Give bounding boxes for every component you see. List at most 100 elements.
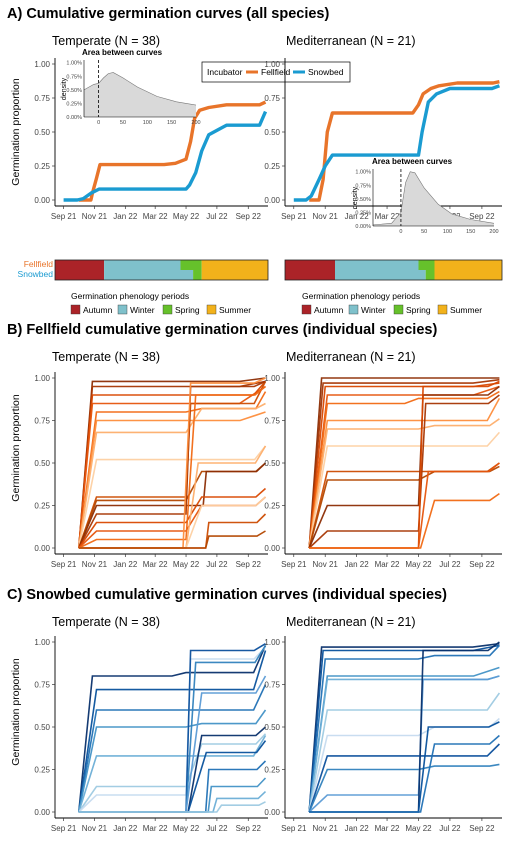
y-tick-label: 0.75 xyxy=(34,681,50,690)
series-line-fellfield xyxy=(78,100,267,202)
phenology-segment xyxy=(201,260,268,270)
x-tick-label: Jul 22 xyxy=(439,560,461,569)
legend-snowbed-label: Snowbed xyxy=(308,67,344,77)
species-line xyxy=(308,418,500,549)
inset-y-tick-label: 1.00% xyxy=(355,170,371,176)
x-tick-label: Sep 21 xyxy=(281,560,307,569)
series-line-fellfield xyxy=(309,80,500,202)
x-tick-label: Nov 21 xyxy=(313,212,339,221)
inset-y-tick-label: 0.75% xyxy=(66,74,82,80)
species-line xyxy=(308,385,500,549)
panel-a-facet-mediterranean: Mediterranean (N = 21) xyxy=(286,34,416,48)
plot-B-0: 0.00 0.25 0.50 0.75 1.00 Sep 21 Nov 21 Jan 22 Ma… xyxy=(34,372,268,569)
y-tick-label: 0.75 xyxy=(34,417,50,426)
y-tick-label: 1.00 xyxy=(34,60,50,69)
y-tick-label: 0.75 xyxy=(34,94,50,103)
density-area xyxy=(84,72,196,117)
phenology-segment xyxy=(180,260,202,270)
phen-key-summer xyxy=(437,304,448,315)
x-tick-label: Sep 22 xyxy=(236,212,262,221)
inset-x-tick-label: 50 xyxy=(421,229,427,235)
panel-b-facet-mediterranean: Mediterranean (N = 21) xyxy=(286,350,416,364)
phen-key-summer xyxy=(206,304,217,315)
y-tick-label: 0.50 xyxy=(34,128,50,137)
panel-c-ylabel: Germination proportion xyxy=(10,658,22,766)
strip-label-fellfield: Fellfield xyxy=(24,259,54,269)
x-tick-label: Nov 21 xyxy=(313,560,339,569)
x-tick-label: Mar 22 xyxy=(375,560,400,569)
phenology-segment xyxy=(55,270,105,280)
y-tick-label: 0.25 xyxy=(264,502,280,511)
x-tick-label: Sep 21 xyxy=(281,824,307,833)
x-tick-label: Sep 21 xyxy=(51,212,77,221)
species-line xyxy=(308,692,501,813)
panel-a-legend: Incubator Fellfield Snowbed xyxy=(201,61,351,83)
y-tick-label: 0.00 xyxy=(34,808,50,817)
species-line xyxy=(308,377,500,549)
species-line xyxy=(78,380,266,549)
inset-x-tick-label: 100 xyxy=(443,229,452,235)
y-tick-label: 0.25 xyxy=(264,766,280,775)
inset-y-tick-label: 0.75% xyxy=(355,183,371,189)
phenology-segment xyxy=(335,270,426,280)
y-tick-label: 1.00 xyxy=(264,374,280,383)
phenology-segment xyxy=(104,270,194,280)
inset-y-tick-label: 0.00% xyxy=(66,115,82,121)
phen-label-autumn: Autumn xyxy=(83,305,113,315)
inset-x-tick-label: 200 xyxy=(191,120,200,126)
x-tick-label: May 22 xyxy=(173,560,200,569)
phenology-legend-mediterranean: Germination phenology periods Autumn Win… xyxy=(301,291,482,315)
x-tick-label: Nov 21 xyxy=(313,824,339,833)
species-line xyxy=(308,642,500,813)
phenology-segment xyxy=(434,270,502,280)
species-line xyxy=(78,385,266,549)
x-tick-label: Jan 22 xyxy=(345,824,370,833)
species-line xyxy=(308,644,500,813)
x-tick-label: Jul 22 xyxy=(439,824,461,833)
phen-label-summer: Summer xyxy=(219,305,251,315)
species-line xyxy=(78,801,266,813)
species-line xyxy=(308,644,500,813)
species-line xyxy=(308,398,501,549)
phenology-segment xyxy=(425,270,435,280)
series-line-snowbed xyxy=(293,84,500,202)
phenology-segment xyxy=(193,270,202,280)
species-line xyxy=(308,431,500,549)
x-tick-label: Jan 22 xyxy=(345,212,370,221)
x-tick-label: Sep 21 xyxy=(51,560,77,569)
inset-y-tick-label: 1.00% xyxy=(66,61,82,67)
species-line xyxy=(308,666,500,813)
series-line-snowbed xyxy=(63,110,268,202)
legend-title: Incubator xyxy=(207,67,243,77)
phenology-segment xyxy=(335,260,419,270)
y-tick-label: 0.50 xyxy=(34,459,50,468)
x-tick-label: Jan 22 xyxy=(113,560,138,569)
inset-plot: 0.00% 0.25% 0.50% 0.75% 1.00% 0 50 100 150 200 xyxy=(355,169,499,235)
species-line xyxy=(308,378,500,549)
phenology-legend-temperate: Germination phenology periods Autumn Win… xyxy=(70,291,251,315)
phen-key-spring xyxy=(393,304,404,315)
phenology-segment xyxy=(285,260,335,270)
species-line xyxy=(308,385,500,549)
phenology-legend-title: Germination phenology periods xyxy=(302,291,420,301)
phen-key-winter xyxy=(117,304,128,315)
phenology-segment xyxy=(104,260,181,270)
inset-y-tick-label: 0.25% xyxy=(355,210,371,216)
panel-c-facet-mediterranean: Mediterranean (N = 21) xyxy=(286,615,416,629)
phenology-segment xyxy=(201,270,268,280)
inset-y-tick-label: 0.50% xyxy=(66,88,82,94)
x-tick-label: May 22 xyxy=(173,212,200,221)
inset-y-tick-label: 0.25% xyxy=(66,101,82,107)
panel-b-facet-temperate: Temperate (N = 38) xyxy=(52,350,160,364)
species-line xyxy=(308,390,500,549)
inset-temperate: Area between curves density xyxy=(61,48,163,100)
y-tick-label: 1.00 xyxy=(264,638,280,647)
x-tick-label: Sep 22 xyxy=(469,824,495,833)
x-tick-label: Nov 21 xyxy=(82,212,108,221)
species-line xyxy=(308,763,500,813)
y-tick-label: 0.00 xyxy=(264,196,280,205)
phen-key-spring xyxy=(162,304,173,315)
plot-B-1: 0.00 0.25 0.50 0.75 1.00 Sep 21 Nov 21 Jan 22 Ma… xyxy=(264,372,502,569)
species-line xyxy=(78,733,267,813)
x-tick-label: Mar 22 xyxy=(143,560,168,569)
